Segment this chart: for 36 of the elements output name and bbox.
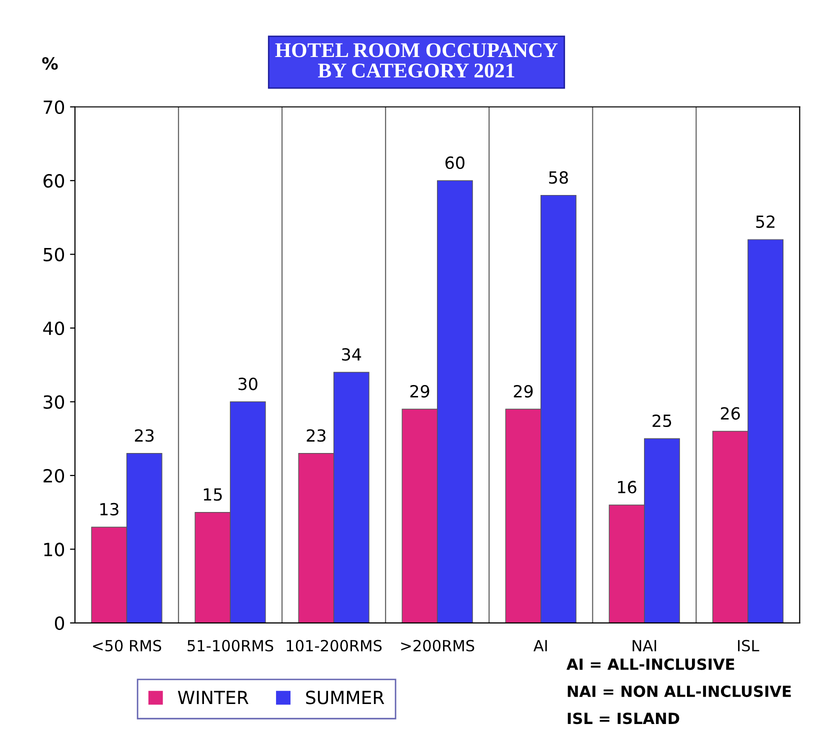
y-tick-label: 60 bbox=[44, 174, 64, 188]
data-label: 13 bbox=[100, 502, 118, 516]
y-tick-label: 0 bbox=[54, 616, 64, 630]
data-label: 29 bbox=[410, 384, 430, 398]
text: AI = ALL-INCLUSIVE bbox=[566, 658, 734, 670]
x-tick-label: AI bbox=[533, 640, 547, 652]
data-label: 16 bbox=[618, 480, 636, 494]
data-label: 30 bbox=[238, 378, 258, 390]
legend-label: SUMMER bbox=[306, 690, 384, 704]
data-label: 60 bbox=[445, 156, 464, 170]
chart-title: HOTEL ROOM OCCUPANCY BY CATEGORY 2021 bbox=[275, 43, 558, 78]
data-label: 23 bbox=[134, 429, 154, 442]
y-tick-label: 40 bbox=[43, 322, 64, 336]
x-tick-label: ISL bbox=[738, 640, 760, 652]
data-label: 34 bbox=[342, 348, 362, 361]
data-label: 25 bbox=[652, 414, 672, 428]
x-tick-label: >200RMS bbox=[401, 640, 474, 652]
data-label: 52 bbox=[756, 215, 774, 228]
y-tick-label: 70 bbox=[44, 100, 64, 114]
x-tick-label: NAI bbox=[632, 640, 656, 652]
y-axis-title: % bbox=[42, 57, 58, 70]
y-tick-label: 10 bbox=[44, 542, 64, 556]
x-tick-label: 101-200RMS bbox=[286, 640, 382, 652]
y-tick-label: 50 bbox=[44, 248, 64, 262]
x-tick-label: 51-100RMS bbox=[188, 640, 274, 652]
x-tick-label: <50 RMS bbox=[93, 640, 162, 652]
data-label: 23 bbox=[306, 429, 326, 442]
data-label: 26 bbox=[720, 407, 740, 420]
data-label: 15 bbox=[204, 488, 222, 501]
y-tick-label: 20 bbox=[44, 468, 64, 483]
data-label: 58 bbox=[549, 171, 568, 184]
text: NAI = NON ALL-INCLUSIVE bbox=[568, 686, 791, 698]
data-label: 29 bbox=[514, 384, 533, 398]
legend-label: WINTER bbox=[178, 690, 248, 704]
text: ISL = ISLAND bbox=[568, 712, 680, 724]
y-tick-label: 30 bbox=[44, 395, 64, 409]
